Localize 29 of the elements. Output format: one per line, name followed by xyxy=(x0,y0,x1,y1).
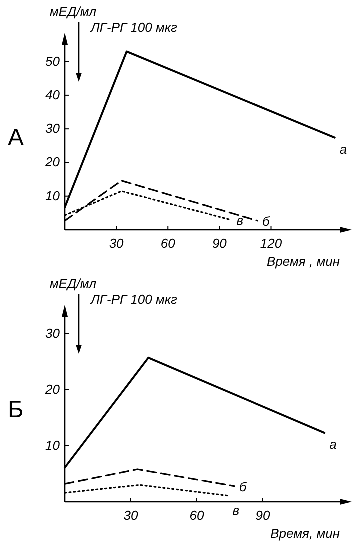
series-label: в xyxy=(236,213,244,228)
y-axis-title: мЕД/мл xyxy=(50,276,98,291)
x-tick-label: 30 xyxy=(124,508,139,523)
x-axis-title: Время, мин xyxy=(270,526,340,541)
series-label: б xyxy=(262,214,270,229)
y-tick-label: 30 xyxy=(46,121,61,136)
text: ЛГ-РГ 100 мкг xyxy=(90,292,178,307)
y-tick-label: 40 xyxy=(46,87,61,102)
x-tick-label: 30 xyxy=(109,236,125,251)
text: Б xyxy=(8,396,24,424)
text: А xyxy=(8,124,24,152)
x-tick-label: 60 xyxy=(160,236,176,251)
y-tick-label: 20 xyxy=(44,382,61,397)
x-axis-title: Время , мин xyxy=(267,254,340,269)
x-tick-label: 90 xyxy=(212,236,228,251)
y-axis-title: мЕД/мл xyxy=(50,4,98,19)
text: ЛГ-РГ 100 мкг xyxy=(90,20,178,35)
y-tick-label: 20 xyxy=(44,154,61,170)
series-label: в xyxy=(232,503,240,518)
x-tick-label: 90 xyxy=(256,508,271,523)
y-tick-label: 10 xyxy=(46,438,61,453)
y-tick-label: 30 xyxy=(46,326,61,341)
y-tick-label: 50 xyxy=(46,54,61,69)
series-label: а xyxy=(330,437,337,452)
y-tick-label: 10 xyxy=(46,188,61,204)
series-label: а xyxy=(340,142,348,157)
x-tick-label: 60 xyxy=(190,508,205,523)
x-tick-label: 120 xyxy=(260,236,283,251)
series-label: б xyxy=(239,479,248,494)
